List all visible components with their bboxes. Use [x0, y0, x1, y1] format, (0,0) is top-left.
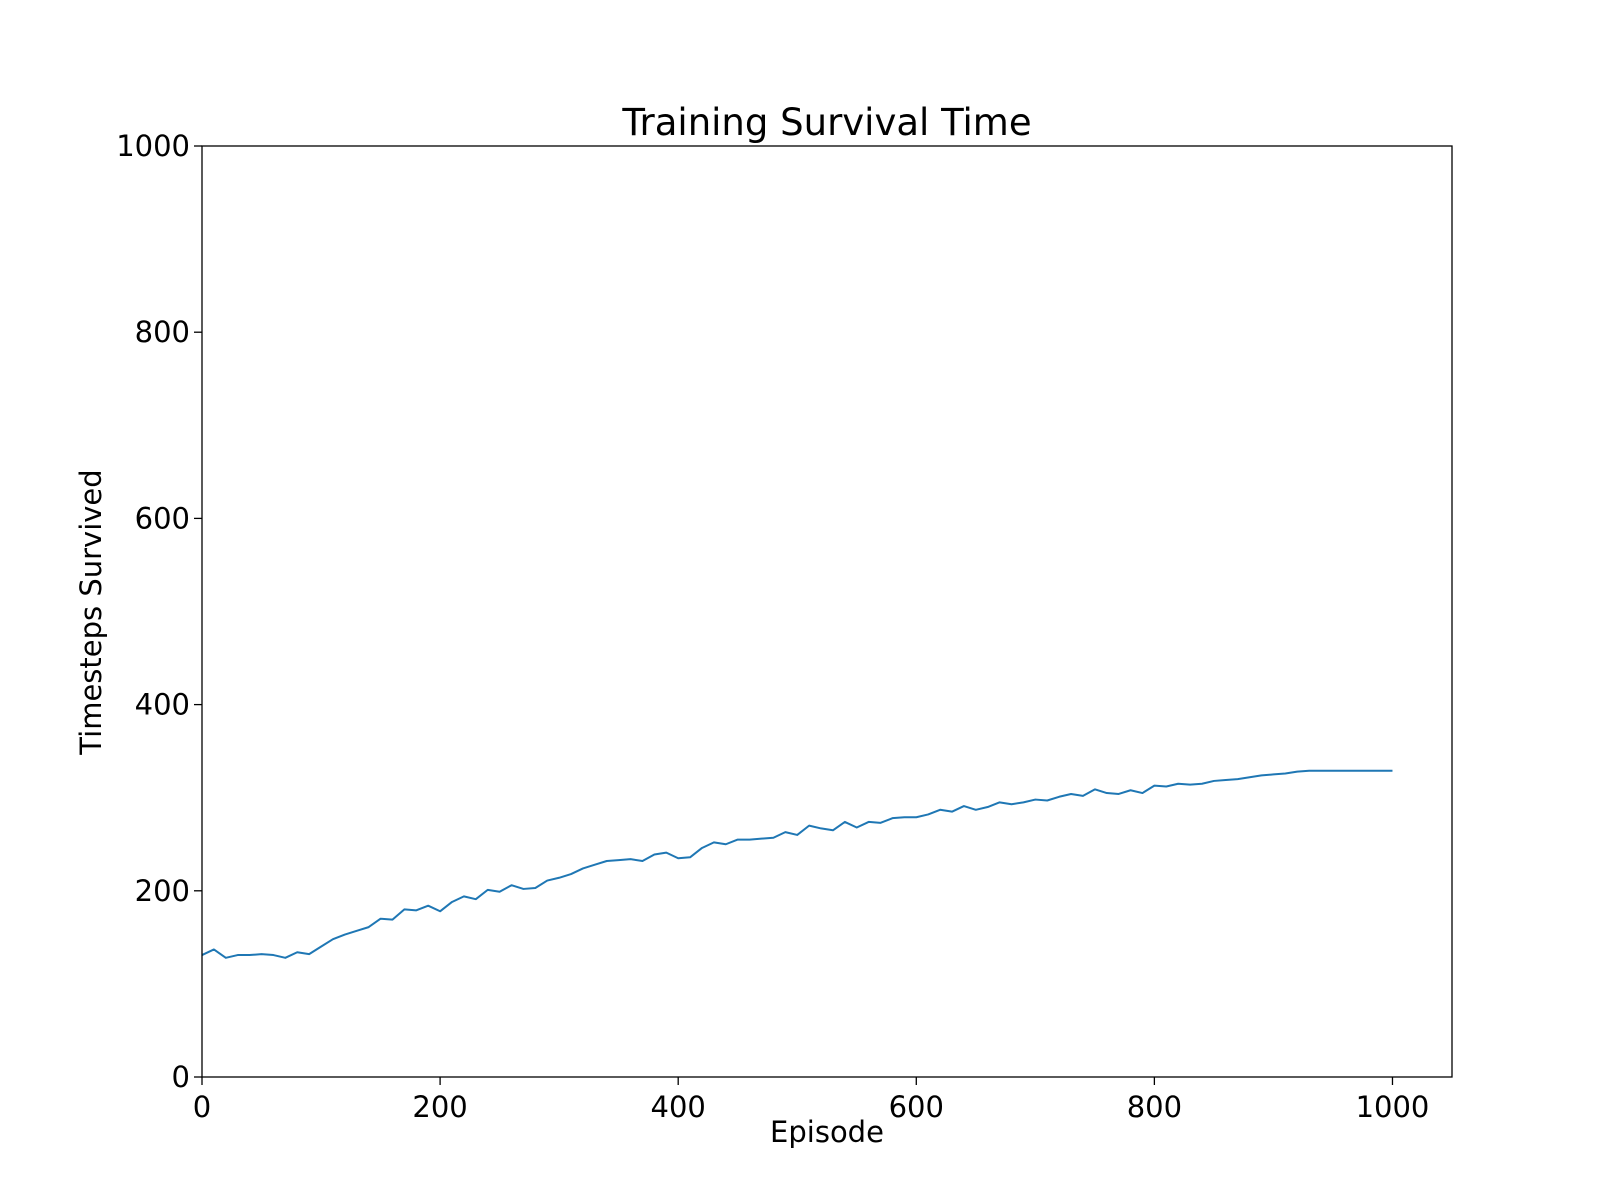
y-tick-label: 800 — [135, 315, 190, 349]
x-axis-ticks: 0 200 400 600 800 1000 — [193, 1077, 1430, 1124]
x-tick-label: 200 — [412, 1090, 467, 1124]
x-axis-label: Episode — [770, 1115, 884, 1149]
x-tick-label: 1000 — [1356, 1090, 1430, 1124]
series-line-0 — [201, 769, 1393, 959]
chart-title: Training Survival Time — [621, 101, 1031, 144]
y-axis-ticks: 0 200 400 600 800 1000 — [116, 129, 202, 1094]
y-axis-label: Timesteps Survived — [74, 469, 108, 755]
y-tick-label: 600 — [135, 501, 190, 535]
y-tick-label: 1000 — [116, 129, 190, 163]
y-tick-label: 200 — [135, 874, 190, 908]
y-tick-label: 0 — [172, 1060, 190, 1094]
x-tick-label: 800 — [1127, 1090, 1182, 1124]
plot-area — [201, 769, 1393, 959]
y-tick-label: 400 — [135, 688, 190, 722]
x-tick-label: 400 — [651, 1090, 706, 1124]
plot-frame — [201, 145, 1453, 1078]
x-tick-label: 600 — [889, 1090, 944, 1124]
x-tick-label: 0 — [193, 1090, 211, 1124]
